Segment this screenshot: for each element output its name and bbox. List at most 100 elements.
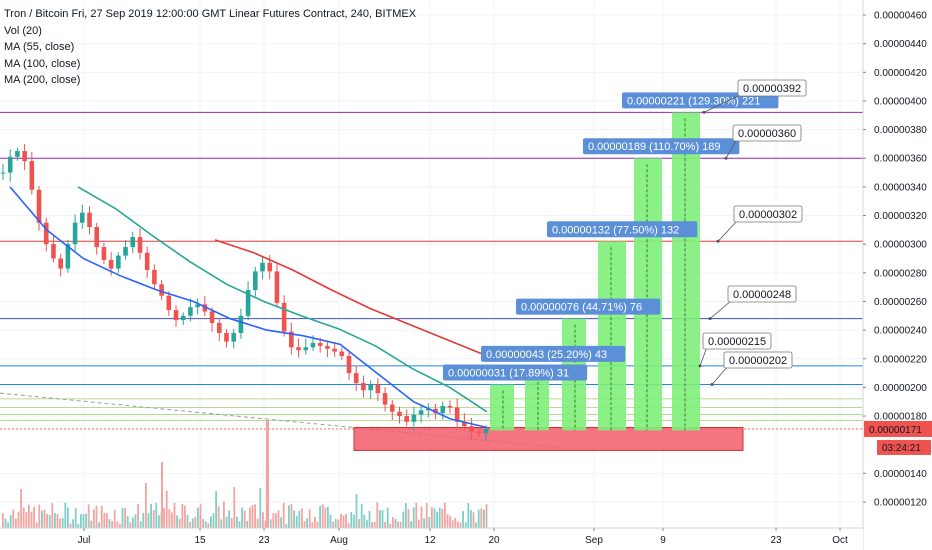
volume-bar [168,509,171,528]
x-tick-label: 9 [660,535,666,546]
volume-bar [155,502,158,528]
volume-bar [436,511,438,528]
callout-anchor [698,364,702,368]
volume-bar [467,503,470,528]
volume-bar [199,504,202,528]
callout-text: 0.00000360 [738,128,796,140]
candle-body [375,384,381,394]
target-label-text: 0.00000031 (17.89%) 31 [448,368,569,380]
volume-bar [137,504,139,528]
candle-body [418,410,424,415]
volume-bar [38,504,41,528]
volume-bar [178,518,181,528]
last-price-box [864,420,932,437]
candle-body [310,343,316,348]
candle-body [447,406,453,408]
volume-bar [444,502,446,528]
candle-body [94,226,100,248]
volume-bar [288,505,290,528]
x-axis[interactable]: Jul 15 23 Aug 12 20 Sep 9 23 Oct [0,527,863,550]
volume-bar [17,511,20,528]
target-label-text: 0.00000221 (129.30%) 221 [627,95,760,107]
volume-bar [191,518,194,528]
y-tick-label: 0.00000220 [874,354,927,365]
volume-bar [407,509,410,528]
candle-body [440,406,446,414]
volume-bar [480,508,483,528]
volume-bar [113,510,116,528]
volume-bar [93,509,95,528]
volume-bar [4,518,7,528]
volume-bar [12,509,15,528]
target-label-box [443,364,588,381]
candle-body [476,431,482,434]
volume-bar [293,510,295,528]
moving-average-line [214,239,488,357]
x-axis-background [0,528,863,550]
volume-bar [262,512,264,528]
volume-bar [277,510,280,528]
volume-bar [217,506,220,528]
callout-box [737,79,807,97]
volume-bar [314,516,316,528]
volume-bar [207,523,210,528]
callout-text: 0.00000248 [733,289,791,301]
candle-body [389,404,395,412]
horizontal-levels [0,111,863,449]
volume-bar [472,512,475,528]
y-tick-label: 0.00000400 [874,96,927,107]
volume-bar [98,522,100,528]
volume-bar [41,510,43,528]
volume-bar [139,521,142,528]
candle-body [173,310,179,321]
volume-bar [9,514,12,528]
volume-bar [197,507,199,528]
volume-bar [415,502,418,528]
indicator-volume[interactable]: Vol (20) [4,24,42,37]
candle-body [296,347,301,351]
indicator-ma-200[interactable]: MA (200, close) [4,74,81,86]
volume-bar [103,513,106,528]
price-candles [0,143,489,442]
volume-bar [15,518,17,528]
indicator-ma-55[interactable]: MA (55, close) [4,41,75,53]
candle-body [166,295,172,311]
moving-average-line [77,186,488,413]
indicator-ma-100[interactable]: MA (100, close) [4,57,81,70]
y-tick-label: 0.00000360 [874,154,927,165]
candle-body [65,244,71,269]
countdown-timer: 03:24:21 [882,443,921,454]
volume-bar [90,520,93,528]
candle-body [238,315,244,333]
candle-body [29,161,35,190]
target-bars [490,112,700,431]
volume-bar [418,520,420,528]
y-tick-label: 0.00000180 [874,412,927,423]
target-label-text: 0.00000132 (77.50%) 132 [552,224,679,236]
volume-bar [254,504,256,528]
volume-bar [132,517,134,528]
candle-body [123,247,128,256]
candle-body [36,189,42,223]
callout-pointer [725,138,738,159]
candle-body [397,411,402,417]
volume-bar [249,507,251,528]
volume-bar [394,519,397,528]
trendline [0,392,561,449]
support-zone[interactable] [353,427,744,451]
candle-body [353,373,359,384]
volume-bar [371,521,373,528]
volume-bar [272,513,275,528]
volume-bar [327,506,329,528]
volume-bar [181,504,184,528]
candle-body [209,311,215,323]
volume-bar [358,518,360,528]
target-label-text: 0.00000189 (110.70%) 189 [588,141,721,153]
volume-bar [477,509,480,528]
volume-bar [111,520,113,528]
volume-bar [246,520,249,528]
y-axis[interactable]: 0.00000460 0.00000440 0.00000420 0.00000400… [862,0,932,550]
callout-anchor [708,317,712,321]
volume-bar [321,504,324,528]
